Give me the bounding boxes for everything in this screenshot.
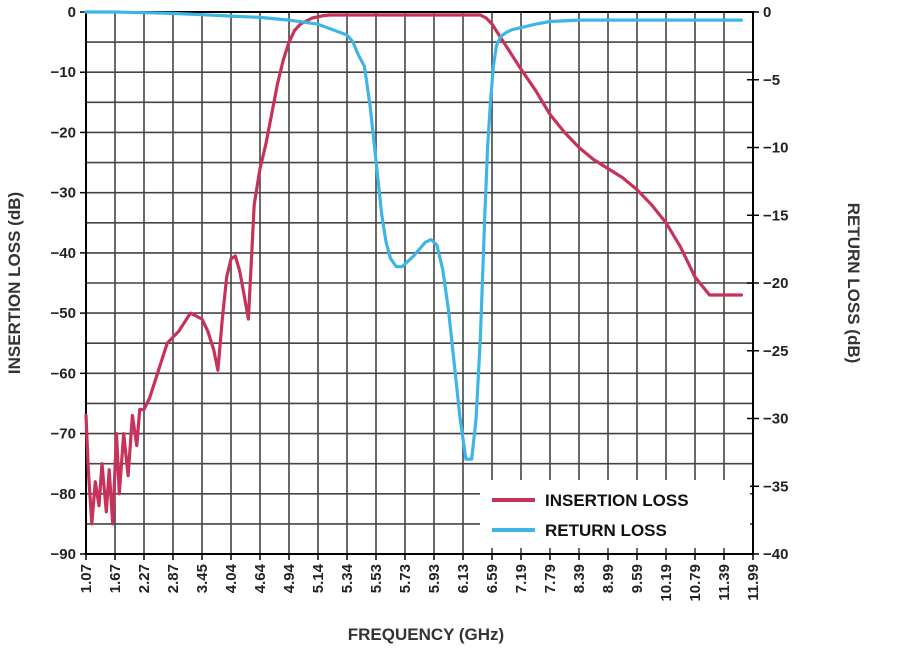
- left-axis-ticks: 0 −10 −20 −30 −40 −50 −60 −70 −80 −90: [51, 4, 86, 563]
- x-tick-label: 1.07: [78, 564, 95, 593]
- x-tick-label: 8.39: [571, 564, 588, 593]
- legend-label-insertion-loss: INSERTION LOSS: [545, 491, 689, 510]
- legend-label-return-loss: RETURN LOSS: [545, 521, 667, 540]
- x-tick-label: 4.04: [223, 563, 240, 593]
- left-tick-label: 0: [68, 4, 76, 21]
- x-tick-label: 6.59: [484, 564, 501, 593]
- x-tick-label: 5.53: [368, 564, 385, 593]
- x-tick-label: 4.64: [252, 563, 269, 593]
- left-tick-label: −20: [51, 124, 76, 141]
- x-tick-label: 4.94: [281, 563, 298, 593]
- x-tick-label: 5.73: [397, 564, 414, 593]
- legend: INSERTION LOSS RETURN LOSS: [480, 480, 750, 548]
- left-tick-label: −50: [51, 305, 76, 322]
- x-tick-label: 7.19: [513, 564, 530, 593]
- series-layer: [84, 10, 744, 526]
- x-tick-label: 3.45: [194, 564, 211, 593]
- right-axis-title: RETURN LOSS (dB): [844, 203, 863, 364]
- x-tick-label: 10.79: [687, 564, 704, 602]
- right-tick-label: −35: [763, 478, 788, 495]
- x-tick-label: 2.27: [136, 564, 153, 593]
- right-tick-label: −10: [763, 140, 788, 157]
- x-tick-label: 6.13: [455, 564, 472, 593]
- right-tick-label: −15: [763, 207, 788, 224]
- x-tick-label: 9.59: [629, 564, 646, 593]
- x-tick-label: 11.99: [745, 564, 762, 601]
- right-tick-label: −30: [763, 411, 788, 428]
- left-tick-label: −30: [51, 185, 76, 202]
- x-axis-ticks: 1.07 1.67 2.27 2.87 3.45 4.04 4.64 4.94 5.14 5.34…: [78, 554, 762, 602]
- x-tick-label: 11.39: [716, 564, 733, 601]
- left-tick-label: −70: [51, 426, 76, 443]
- x-tick-label: 5.14: [310, 563, 327, 593]
- x-tick-label: 7.79: [542, 564, 559, 593]
- x-tick-label: 8.99: [600, 564, 617, 593]
- left-tick-label: −90: [51, 546, 76, 563]
- x-tick-label: 2.87: [165, 564, 182, 593]
- right-tick-label: −40: [763, 546, 788, 563]
- left-tick-label: −80: [51, 486, 76, 503]
- x-axis-title: FREQUENCY (GHz): [348, 625, 504, 644]
- series-line-return-loss: [84, 10, 744, 461]
- left-tick-label: −60: [51, 365, 76, 382]
- x-tick-label: 5.93: [426, 564, 443, 593]
- x-tick-label: 5.34: [339, 563, 356, 593]
- legend-box: [480, 480, 750, 548]
- series-line-insertion-loss: [84, 13, 744, 526]
- right-tick-label: −20: [763, 275, 788, 292]
- right-tick-label: −5: [763, 72, 780, 89]
- right-tick-label: −25: [763, 343, 788, 360]
- right-tick-label: 0: [763, 4, 771, 21]
- grid-lines: [86, 12, 753, 554]
- right-axis-ticks: 0 −5 −10 −15 −20 −25 −30 −35 −40: [747, 4, 788, 563]
- x-tick-label: 1.67: [107, 564, 124, 593]
- left-axis-title: INSERTION LOSS (dB): [5, 192, 24, 374]
- left-tick-label: −10: [51, 64, 76, 81]
- x-tick-label: 10.19: [658, 564, 675, 602]
- left-tick-label: −40: [51, 245, 76, 262]
